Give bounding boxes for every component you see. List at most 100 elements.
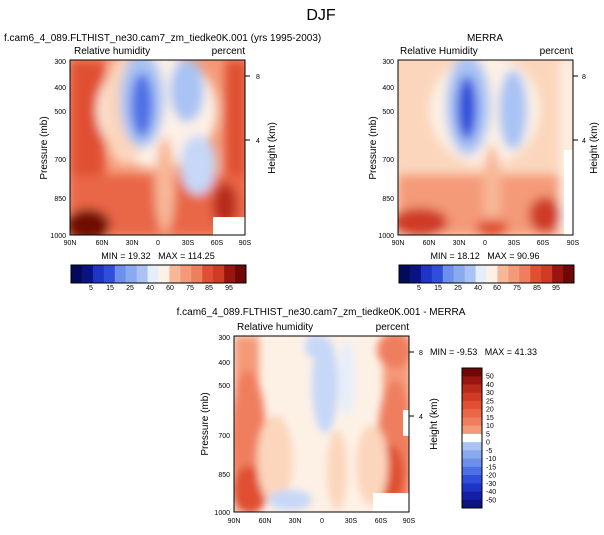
right-tick-label: 8 (256, 74, 260, 81)
y-tick-label: 300 (218, 335, 230, 342)
panel-obs-right-label: percent (540, 46, 574, 57)
colorbar-swatch (462, 425, 482, 435)
colorbar-label: 25 (454, 285, 462, 292)
colorbar-swatch (462, 491, 482, 501)
diff-fill-neg-upper (305, 336, 325, 358)
colorbar-swatch (431, 265, 444, 283)
panel-diff-x-ticks: 90N 60N 30N 0 30S 60S 90S (228, 518, 416, 525)
obs-fill-surface-left (398, 208, 448, 235)
diff-fill-left-pale (257, 415, 293, 505)
colorbar-swatch (462, 433, 482, 443)
y-tick-label: 500 (54, 109, 66, 116)
colorbar-swatch (464, 265, 476, 283)
panel-model-ylabel-right: Height (km) (267, 122, 278, 174)
diff-fill-neg-surface (268, 490, 312, 510)
colorbar-label: 50 (486, 374, 494, 381)
colorbar-swatch (136, 265, 148, 283)
panel-diff-left-label: Relative humidity (237, 322, 313, 333)
diff-fill-neg-sh (339, 340, 355, 416)
colorbar-swatch (224, 265, 236, 283)
panel-diff: f.cam6_4_089.FLTHIST_ne30.cam7_zm_tiedke… (177, 307, 537, 525)
colorbar-swatch (235, 265, 247, 283)
panel-model-contours (70, 60, 245, 235)
panel-obs-colorbar (398, 264, 575, 284)
right-tick-label: 8 (582, 74, 586, 81)
diff-fill-itcz (327, 430, 347, 510)
panel-obs-ylabel-right: Height (km) (589, 122, 600, 174)
page-title: DJF (306, 7, 336, 24)
panel-obs: MERRA Relative Humidity percent 300 400 (368, 33, 600, 292)
panel-model-x-ticks: 90N 60N 30N 0 30S 60S 90S (64, 240, 252, 247)
panel-obs-ylabel: Pressure (mb) (368, 116, 379, 179)
right-tick-label: 4 (256, 138, 260, 145)
panel-model-frame (69, 59, 246, 236)
colorbar-swatch (462, 376, 482, 385)
x-tick-label: 60N (423, 240, 436, 247)
colorbar-swatch (169, 265, 181, 283)
colorbar-label: 25 (126, 285, 134, 292)
y-tick-label: 1000 (214, 510, 230, 517)
obs-fill-surface-right (529, 197, 561, 233)
panel-obs-contours (398, 60, 573, 235)
x-tick-label: 60S (375, 518, 388, 525)
colorbar-swatch (497, 265, 509, 283)
y-tick-label: 700 (218, 433, 230, 440)
panel-diff-ylabel-right: Height (km) (429, 398, 440, 450)
panel-model-colorbar-labels: 5 15 25 40 60 75 85 95 (89, 285, 233, 292)
panel-diff-right-axis: 8 4 Height (km) (409, 350, 440, 450)
panel-obs-colorbar-labels: 5 15 25 40 60 75 85 95 (417, 285, 560, 292)
model-fill-itcz (155, 137, 175, 233)
colorbar-label: 60 (493, 285, 501, 292)
colorbar-swatch (409, 265, 422, 283)
colorbar-label: 0 (486, 440, 490, 447)
colorbar-swatch (453, 265, 466, 283)
colorbar-swatch (508, 265, 520, 283)
x-tick-label: 60S (537, 240, 550, 247)
colorbar-frame (398, 264, 575, 284)
x-tick-label: 60N (259, 518, 272, 525)
panel-obs-title: MERRA (467, 33, 503, 44)
colorbar-label: 75 (186, 285, 194, 292)
panel-model-right-label: percent (212, 46, 246, 57)
panel-model-y-ticks: 300 400 500 700 850 1000 (50, 59, 66, 240)
colorbar-label: 20 (486, 407, 494, 414)
colorbar-label: 85 (533, 285, 541, 292)
panel-obs-frame (397, 59, 574, 236)
colorbar-label: 95 (225, 285, 233, 292)
panel-diff-frame (233, 335, 410, 513)
colorbar-swatch (103, 265, 116, 283)
diff-fill-upper-right (377, 336, 409, 368)
colorbar-swatch (462, 466, 482, 476)
x-tick-label: 0 (483, 240, 487, 247)
panel-diff-colorbar (461, 367, 483, 509)
colorbar-label: -20 (486, 473, 496, 480)
colorbar-label: 5 (417, 285, 421, 292)
panel-model-title: f.cam6_4_089.FLTHIST_ne30.cam7_zm_tiedke… (4, 33, 321, 44)
colorbar-frame (70, 264, 247, 284)
x-tick-label: 90S (403, 518, 416, 525)
y-tick-label: 400 (54, 85, 66, 92)
model-fill-surface-left (70, 209, 110, 235)
panel-diff-right-label: percent (376, 322, 410, 333)
panel-model-right-axis: 8 4 Height (km) (245, 74, 278, 174)
y-tick-label: 300 (382, 59, 394, 66)
colorbar-label: 25 (486, 398, 494, 405)
right-tick-label: 4 (582, 138, 586, 145)
x-tick-label: 0 (320, 518, 324, 525)
colorbar-label: 15 (434, 285, 442, 292)
right-tick-label: 8 (419, 350, 423, 357)
colorbar-swatch (180, 265, 192, 283)
colorbar-swatch (475, 265, 487, 283)
x-tick-label: 90N (228, 518, 241, 525)
x-tick-label: 30N (126, 240, 139, 247)
colorbar-swatch (462, 409, 482, 418)
panel-obs-y-ticks: 300 400 500 700 850 1000 (378, 59, 394, 240)
diff-fill-right-pale (356, 425, 388, 505)
x-tick-label: 0 (156, 240, 160, 247)
panel-diff-ylabel: Pressure (mb) (200, 392, 211, 455)
model-fill-surface-right (213, 183, 237, 227)
model-fill-dry-nh-core (131, 73, 153, 137)
colorbar-swatch (191, 265, 203, 283)
model-missing-region (213, 217, 245, 235)
